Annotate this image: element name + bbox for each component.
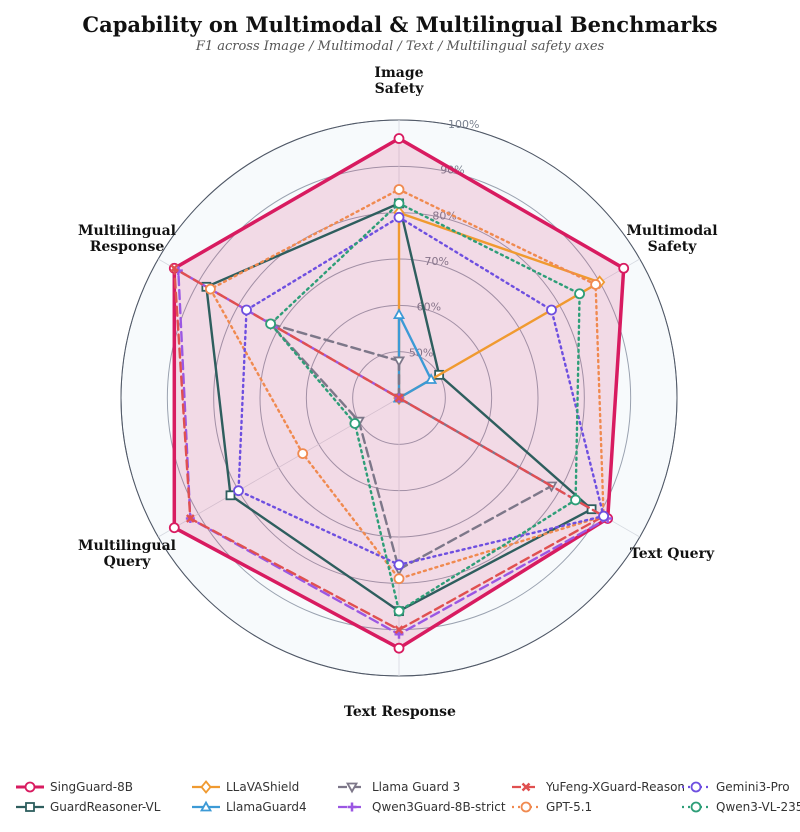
legend-marker xyxy=(347,802,357,812)
data-point xyxy=(574,288,585,300)
data-point xyxy=(349,418,361,429)
data-point xyxy=(169,263,179,273)
legend-label: GuardReasoner-VL xyxy=(50,800,161,814)
axis-label: Multilingual Query xyxy=(78,538,176,570)
data-point xyxy=(586,504,597,515)
legend-marker xyxy=(690,801,702,813)
legend-swatch xyxy=(682,781,710,793)
legend-item: Qwen3-VL-235B xyxy=(680,798,800,816)
radial-tick-label: 50% xyxy=(409,346,433,359)
legend-swatch xyxy=(192,800,220,812)
legend-item: Qwen3Guard-8B-strict xyxy=(336,798,510,816)
data-point xyxy=(185,514,195,523)
data-point xyxy=(393,605,405,617)
axis-label: Multimodal Safety xyxy=(626,223,717,255)
series-qwen3-vl-235b xyxy=(265,197,585,617)
legend-swatch xyxy=(16,781,44,793)
legend-item: GPT-5.1 xyxy=(510,798,680,816)
legend-swatch xyxy=(338,782,366,794)
legend-marker xyxy=(199,800,213,812)
data-point xyxy=(394,625,404,635)
axis-label-line: Safety xyxy=(375,81,425,97)
data-point xyxy=(265,318,276,330)
legend-label: Qwen3-VL-235B xyxy=(716,800,800,814)
legend-marker xyxy=(24,781,36,793)
data-point xyxy=(618,262,630,274)
radial-tick-label: 80% xyxy=(432,209,456,222)
legend-marker xyxy=(520,801,532,813)
axis-label: Text Query xyxy=(630,546,715,562)
data-point xyxy=(393,197,405,209)
data-point xyxy=(425,373,438,384)
axis-label-line: Text Response xyxy=(344,704,456,720)
legend-item: LLaVAShield xyxy=(190,778,336,796)
data-point xyxy=(205,283,216,295)
series-line xyxy=(397,313,433,400)
series-line xyxy=(397,211,601,400)
data-point xyxy=(393,184,405,195)
legend-swatch xyxy=(682,801,710,813)
axis-label-line: Text Query xyxy=(630,546,715,562)
legend-marker xyxy=(521,782,531,792)
data-point xyxy=(590,279,602,290)
legend-label: LlamaGuard4 xyxy=(226,800,307,814)
data-point xyxy=(394,393,404,403)
radar-chart: 50%60%70%80%90%100%Image SafetyMultimodal… xyxy=(78,65,718,720)
legend-swatch xyxy=(512,782,540,792)
legend-label: Gemini3-Pro xyxy=(716,780,790,794)
data-point xyxy=(168,522,180,534)
legend-label: LLaVAShield xyxy=(226,780,300,794)
legend-item: SingGuard-8B xyxy=(14,778,190,796)
chart-legend: SingGuard-8B LLaVAShield Llama Guard 3 YuFe… xyxy=(14,778,800,816)
data-point xyxy=(546,304,557,316)
legend-swatch xyxy=(338,802,366,812)
axis-label: Image Safety xyxy=(374,65,424,97)
axis-label: Multilingual Response xyxy=(78,223,176,255)
legend-item: GuardReasoner-VL xyxy=(14,798,190,816)
legend-swatch xyxy=(512,801,540,813)
axis-label-line: Image xyxy=(374,65,423,81)
data-point xyxy=(598,510,610,522)
series-gemini3-pro xyxy=(233,211,610,571)
axis-label-line: Query xyxy=(104,554,152,570)
axis-label-line: Safety xyxy=(648,239,698,255)
data-point xyxy=(393,642,405,654)
legend-label: YuFeng-XGuard-Reason xyxy=(546,780,686,794)
data-point xyxy=(393,559,405,571)
legend-label: Llama Guard 3 xyxy=(372,780,461,794)
legend-swatch xyxy=(192,780,220,794)
legend-marker xyxy=(25,802,35,812)
legend-label: GPT-5.1 xyxy=(546,800,593,814)
legend-label: Qwen3Guard-8B-strict xyxy=(372,800,506,814)
legend-item: Llama Guard 3 xyxy=(336,778,510,796)
radial-tick-label: 70% xyxy=(425,255,449,268)
data-point xyxy=(393,211,405,223)
data-point xyxy=(393,573,405,585)
axis-label-line: Multimodal xyxy=(626,223,717,239)
radial-tick-label: 100% xyxy=(448,118,479,131)
axis-label-line: Response xyxy=(90,239,165,255)
data-point xyxy=(233,485,244,497)
data-point xyxy=(241,304,252,316)
chart-subtitle: F1 across Image / Multimodal / Text / Mu… xyxy=(195,39,605,54)
axis-label: Text Response xyxy=(344,704,456,720)
legend-swatch xyxy=(16,802,44,812)
data-point xyxy=(225,490,236,501)
legend-marker xyxy=(690,781,702,793)
legend-marker xyxy=(200,780,212,794)
legend-item: YuFeng-XGuard-Reason xyxy=(510,778,685,796)
data-point xyxy=(392,308,406,320)
axis-label-line: Multilingual xyxy=(78,223,176,239)
chart-title: Capability on Multimodal & Multilingual … xyxy=(82,12,718,37)
legend-marker xyxy=(345,782,359,794)
legend-item: Gemini3-Pro xyxy=(680,778,800,796)
legend-label: SingGuard-8B xyxy=(50,780,133,794)
data-point xyxy=(297,448,309,460)
data-point xyxy=(570,494,581,506)
data-point xyxy=(393,133,405,144)
data-point xyxy=(392,356,406,368)
legend-item: LlamaGuard4 xyxy=(190,798,336,816)
axis-label-line: Multilingual xyxy=(78,538,176,554)
